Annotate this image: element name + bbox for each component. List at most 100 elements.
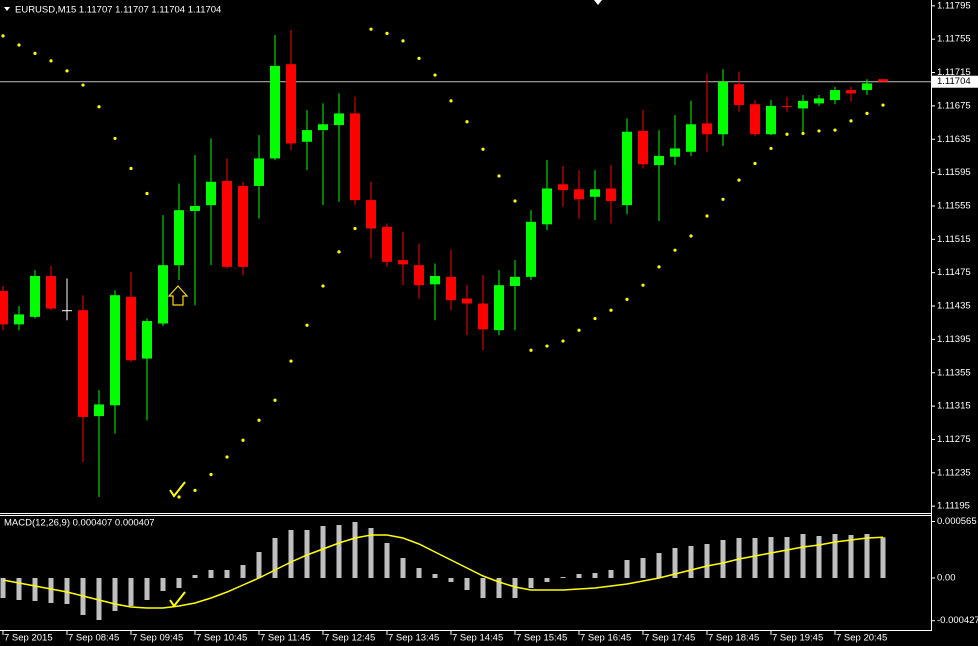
candle-body [46,276,56,309]
sar-dot [257,418,261,422]
x-tick-label: 7 Sep 09:45 [132,633,183,644]
candle-body [62,310,72,312]
histogram-bar [288,530,294,578]
sar-dot [497,174,501,178]
sar-dot [689,234,693,238]
candle-body [622,131,632,206]
sar-dot [401,39,405,43]
histogram-bar [240,565,246,578]
histogram-bar [720,540,726,578]
histogram-bar [384,543,390,578]
histogram-bar [608,570,614,578]
candle-body [766,105,776,135]
histogram-bar [176,578,182,588]
sar-dot [1,34,5,38]
sar-dot [673,248,677,252]
sar-dot [273,398,277,402]
candle-body [814,98,824,104]
histogram-bar [160,578,166,591]
x-tick-label: 7 Sep 13:45 [388,633,439,644]
histogram-bar [400,558,406,578]
histogram-bar [528,578,534,588]
histogram-bar [0,578,6,598]
histogram-bar [624,560,630,578]
candle-body [382,226,392,262]
histogram-bar [752,538,758,578]
histogram-bar [848,535,854,578]
histogram-bar [816,536,822,578]
y-tick-label: 1.11235 [937,467,971,478]
sar-dot [321,284,325,288]
y-tick-label: 1.11675 [937,100,971,111]
histogram-bar [64,578,70,604]
x-tick-label: 7 Sep 18:45 [708,633,759,644]
histogram-bar [256,552,262,578]
sar-dot [529,348,533,352]
sar-dot [801,131,805,136]
buy-arrow [167,285,189,306]
candle-body [782,105,792,107]
candle-body [270,65,280,159]
x-tick-label: 7 Sep 20:45 [836,633,887,644]
histogram-bar [208,570,214,578]
y-tick-label: 1.11715 [937,67,971,78]
candle-body [510,276,520,287]
sar-dot [49,59,53,63]
candle-body [238,185,248,267]
candle-body [606,188,616,201]
sar-dot [577,328,581,332]
sar-dot [849,119,853,123]
histogram-bar [352,522,358,578]
chart-title: EURUSD,M15 1.11707 1.11707 1.11704 1.117… [15,5,221,16]
candle-body [654,155,664,166]
x-tick-label: 7 Sep 16:45 [580,633,631,644]
y-tick-label: 1.11755 [937,34,971,45]
sar-dot [81,83,85,87]
candle-body [574,189,584,200]
candle-body [350,113,360,201]
histogram-bar [432,574,438,578]
candle-body [158,265,168,324]
sar-dot [513,199,517,203]
y-tick-label: 1.11395 [937,334,971,345]
candle-body [830,90,840,101]
histogram-bar [544,578,550,582]
sar-dot [433,73,437,77]
x-tick-label: 7 Sep 08:45 [68,633,119,644]
histogram-bar [128,578,134,606]
histogram-bar [576,574,582,578]
candle-body [286,64,296,144]
candle-body [334,113,344,126]
y-tick-label: 1.11515 [937,234,971,245]
sar-dot [465,120,469,124]
histogram-bar [688,546,694,578]
candle-body [542,188,552,225]
sar-dot [481,147,485,151]
candle-body [638,130,648,165]
histogram-bar [512,578,518,598]
sar-dot [721,197,725,201]
sar-dot [417,56,421,60]
histogram-bar [672,548,678,578]
menu-triangle [4,7,10,11]
candle-body [302,130,312,142]
candle-body [126,296,136,361]
shift-marker [594,0,602,5]
candle-body [702,123,712,135]
candle-body [798,100,808,109]
y-tick-label: 1.11195 [937,501,970,512]
sar-dot [305,323,309,327]
candle-body [526,221,536,277]
histogram-bar [592,573,598,578]
candle-body [462,298,472,304]
histogram-bar [336,525,342,578]
histogram-bar [48,578,54,603]
sar-dot [209,472,213,477]
y-tick-label: 1.11555 [937,200,971,211]
x-tick-label: 7 Sep 2015 [4,633,53,644]
sar-dot [785,132,789,136]
sar-dot [65,69,69,73]
x-tick-label: 7 Sep 11:45 [260,633,311,644]
candle-body [30,276,40,317]
sar-dot [369,27,373,31]
